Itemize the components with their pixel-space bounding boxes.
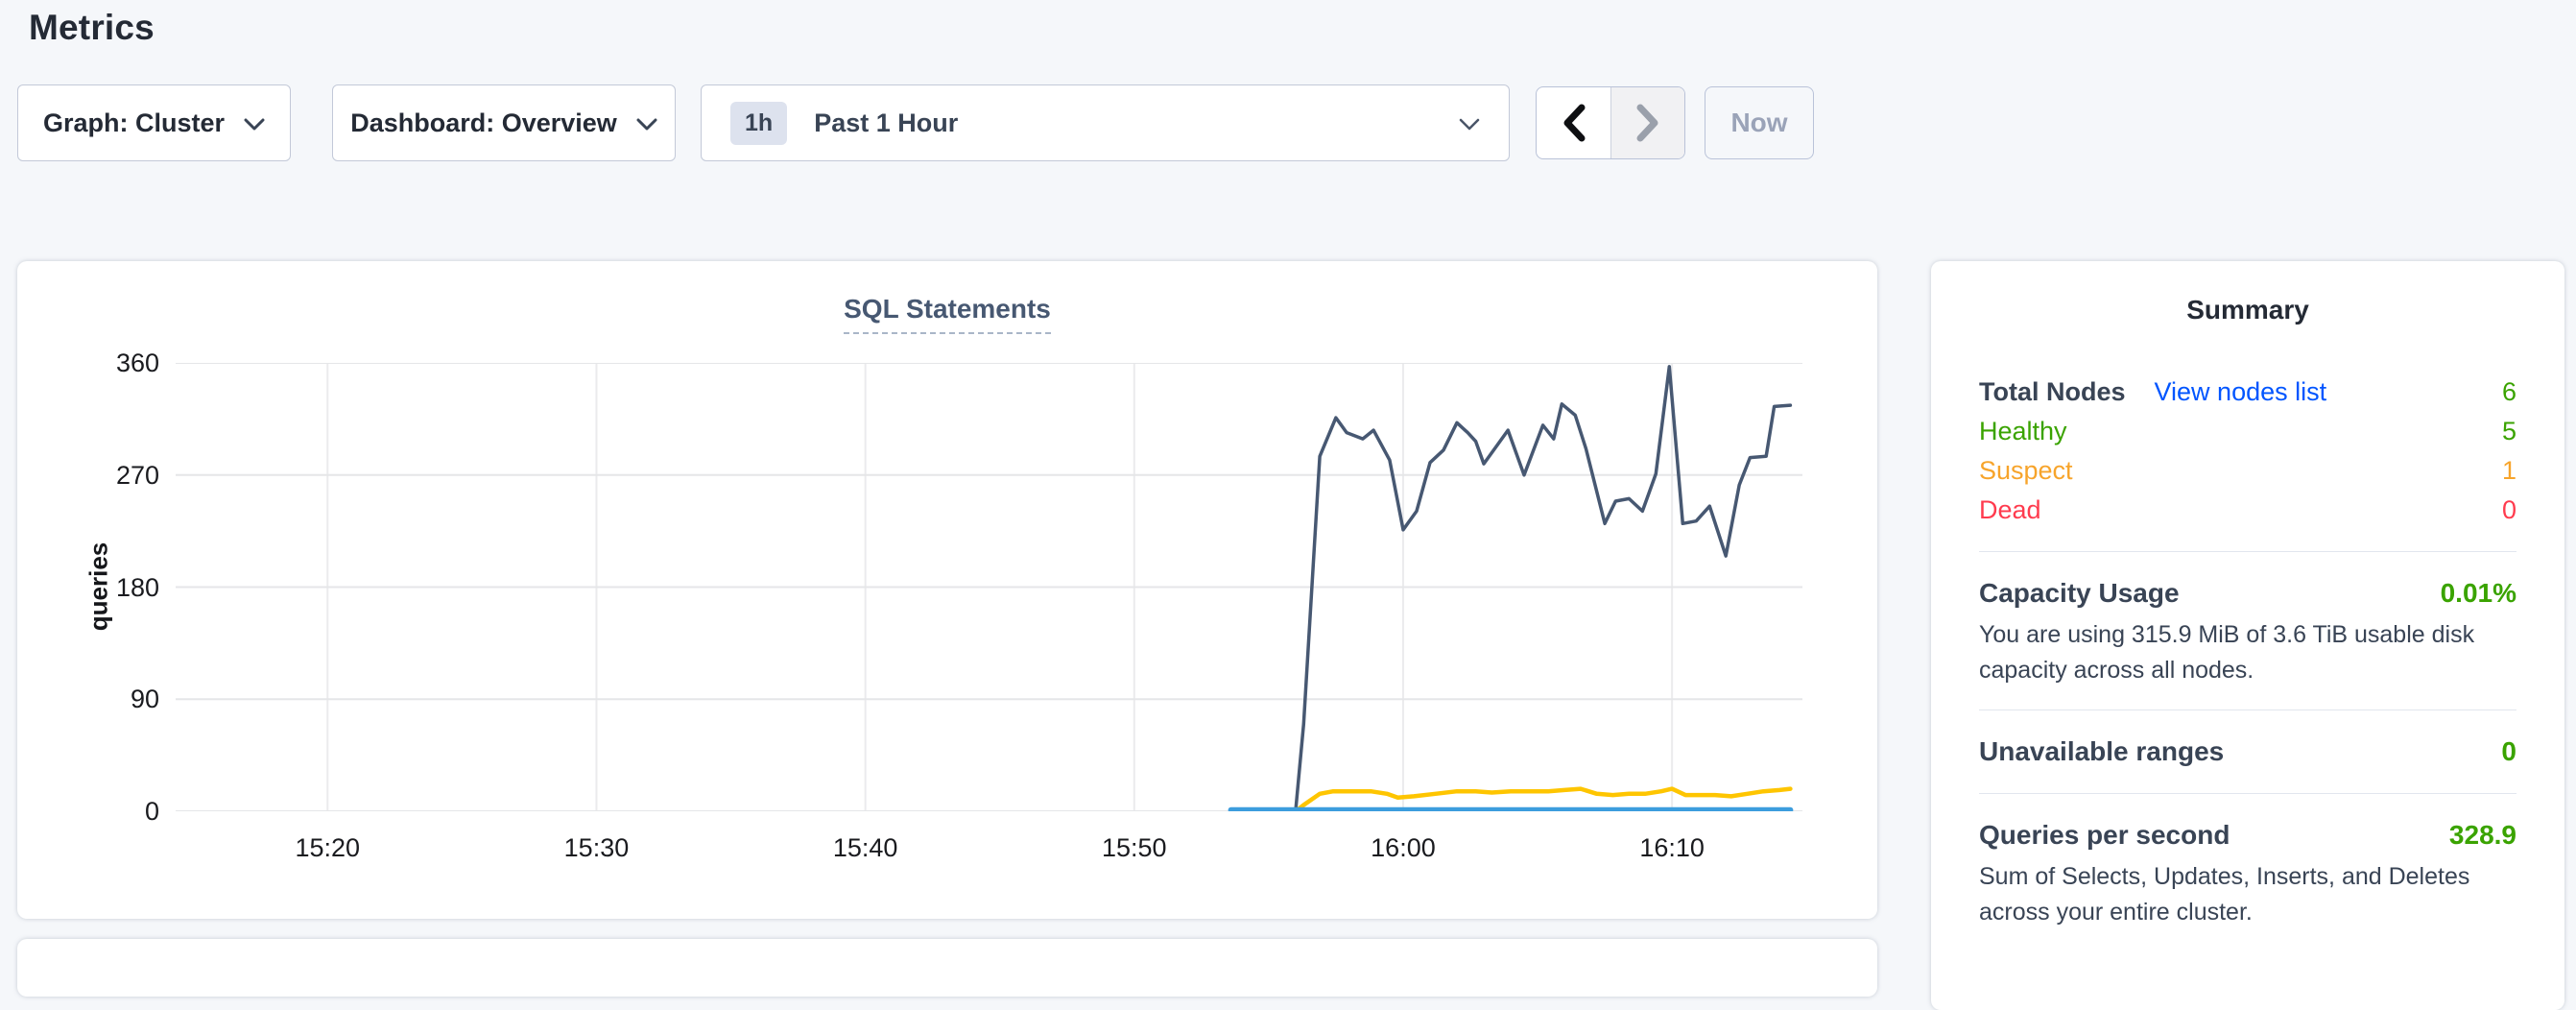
time-window-label: Past 1 Hour bbox=[814, 108, 959, 137]
divider bbox=[1979, 709, 2516, 710]
time-window-badge: 1h bbox=[730, 101, 788, 145]
chevron-right-icon bbox=[1636, 104, 1658, 142]
now-button-label: Now bbox=[1730, 108, 1788, 137]
x-tick-label: 15:20 bbox=[295, 833, 361, 862]
queries-per-second-row: Queries per second 328.9 bbox=[1979, 815, 2516, 855]
x-tick-label: 15:30 bbox=[563, 833, 630, 862]
series-statements-dark-slate bbox=[1294, 365, 1793, 811]
series-statements-yellow bbox=[1293, 786, 1793, 811]
x-tick-label: 16:10 bbox=[1639, 833, 1705, 862]
now-button[interactable]: Now bbox=[1705, 86, 1814, 159]
total-nodes-label: Total Nodes bbox=[1979, 377, 2126, 406]
x-tick-label: 15:40 bbox=[832, 833, 898, 862]
divider bbox=[1979, 551, 2516, 552]
unavailable-ranges-value: 0 bbox=[2501, 736, 2516, 766]
divider bbox=[1979, 793, 2516, 794]
graph-dropdown-label: Graph: Cluster bbox=[42, 108, 226, 137]
time-step-buttons bbox=[1536, 86, 1685, 159]
dashboard-dropdown[interactable]: Dashboard: Overview bbox=[332, 84, 676, 161]
graph-dropdown[interactable]: Graph: Cluster bbox=[17, 84, 291, 161]
queries-per-second-value: 328.9 bbox=[2448, 820, 2516, 850]
capacity-usage-value: 0.01% bbox=[2440, 578, 2516, 608]
healthy-label: Healthy bbox=[1979, 417, 2067, 445]
y-tick-label: 90 bbox=[130, 685, 159, 714]
chevron-down-icon bbox=[244, 118, 265, 131]
healthy-value: 5 bbox=[2501, 417, 2516, 445]
suspect-label: Suspect bbox=[1979, 456, 2073, 485]
sql-statements-chart-card: SQL Statements queries 15:20 15:30 15:40 15… bbox=[17, 261, 1877, 919]
suspect-value: 1 bbox=[2501, 456, 2516, 485]
dead-nodes-row: Dead 0 bbox=[1979, 491, 2516, 530]
chevron-down-icon bbox=[636, 118, 657, 131]
previous-time-button[interactable] bbox=[1537, 87, 1610, 158]
y-tick-label: 180 bbox=[115, 572, 159, 602]
capacity-usage-label: Capacity Usage bbox=[1979, 578, 2180, 608]
y-tick-label: 0 bbox=[144, 797, 159, 826]
capacity-usage-row: Capacity Usage 0.01% bbox=[1979, 573, 2516, 613]
unavailable-ranges-row: Unavailable ranges 0 bbox=[1979, 732, 2516, 772]
page-title: Metrics bbox=[29, 8, 155, 47]
y-tick-label: 360 bbox=[115, 349, 159, 377]
chart-plot-area[interactable] bbox=[176, 363, 1802, 811]
next-chart-card-partial bbox=[17, 939, 1877, 997]
summary-panel: Summary Total Nodes View nodes list 6 He… bbox=[1931, 261, 2564, 1010]
dead-label: Dead bbox=[1979, 495, 2041, 524]
dashboard-dropdown-label: Dashboard: Overview bbox=[350, 108, 617, 137]
total-nodes-value: 6 bbox=[2501, 377, 2516, 406]
healthy-nodes-row: Healthy 5 bbox=[1979, 412, 2516, 451]
summary-title: Summary bbox=[2186, 295, 2309, 325]
unavailable-ranges-label: Unavailable ranges bbox=[1979, 736, 2225, 766]
next-time-button[interactable] bbox=[1610, 87, 1684, 158]
capacity-usage-description: You are using 315.9 MiB of 3.6 TiB usabl… bbox=[1979, 621, 2475, 684]
y-tick-label: 270 bbox=[115, 460, 159, 490]
chart-title[interactable]: SQL Statements bbox=[844, 294, 1051, 334]
chevron-down-icon bbox=[1459, 118, 1480, 131]
total-nodes-row: Total Nodes View nodes list 6 bbox=[1979, 373, 2516, 412]
x-tick-label: 15:50 bbox=[1101, 833, 1167, 862]
view-nodes-list-link[interactable]: View nodes list bbox=[2154, 377, 2327, 406]
suspect-nodes-row: Suspect 1 bbox=[1979, 451, 2516, 491]
queries-per-second-label: Queries per second bbox=[1979, 820, 2230, 850]
time-window-selector[interactable]: 1h Past 1 Hour bbox=[701, 84, 1510, 161]
x-tick-label: 16:00 bbox=[1371, 833, 1436, 862]
queries-per-second-description: Sum of Selects, Updates, Inserts, and De… bbox=[1979, 863, 2470, 926]
chevron-left-icon bbox=[1563, 104, 1585, 142]
dead-value: 0 bbox=[2501, 495, 2516, 524]
